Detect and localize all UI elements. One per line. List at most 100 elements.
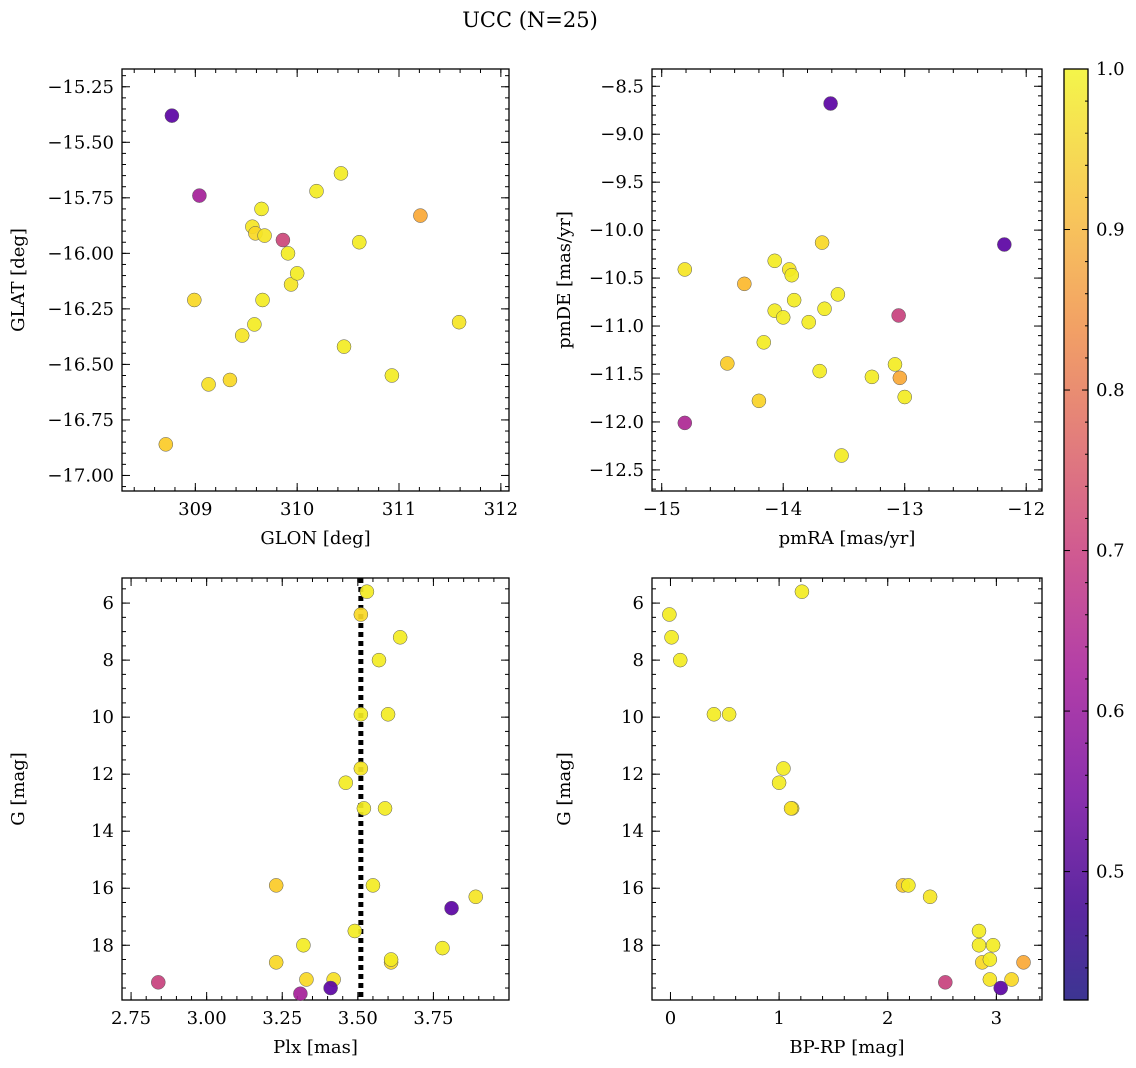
y-tick-label: 8 (103, 650, 114, 671)
y-tick-label: −12.0 (589, 412, 644, 433)
data-point (897, 389, 912, 405)
data-point (451, 314, 467, 330)
x-axis-label: BP-RP [mag] (789, 1037, 904, 1058)
data-point (336, 339, 352, 354)
y-tick-label: 8 (633, 650, 644, 671)
y-tick-label: −16.00 (47, 243, 114, 264)
figure-title: UCC (N=25) (462, 8, 598, 32)
data-point (1016, 955, 1031, 970)
data-point (786, 292, 802, 308)
data-point (255, 292, 270, 308)
data-point (268, 878, 284, 893)
data-point (771, 775, 787, 790)
y-tick-label: 16 (621, 878, 644, 899)
data-point (834, 448, 849, 463)
data-point (468, 889, 483, 905)
x-tick-label: 3 (991, 1008, 1002, 1029)
x-tick-label: 2.75 (111, 1008, 151, 1029)
x-tick-label: 312 (484, 499, 518, 520)
y-axis-label: G [mag] (554, 752, 575, 825)
data-point (151, 975, 166, 990)
y-tick-label: −9.5 (600, 172, 644, 193)
data-point (993, 980, 1008, 996)
y-tick-label: 16 (91, 878, 114, 899)
data-point (971, 938, 987, 953)
data-point (776, 761, 791, 776)
plot-frame (651, 577, 1043, 1001)
plot-frame (121, 577, 510, 1001)
data-point (201, 377, 216, 392)
data-point (892, 370, 908, 386)
y-tick-label: −10.0 (589, 220, 644, 241)
x-tick-label: 3.50 (338, 1008, 378, 1029)
data-point (812, 363, 827, 379)
colorbar-tick-label: 0.7 (1096, 541, 1125, 562)
data-point (971, 923, 987, 939)
y-tick-label: −12.5 (589, 460, 644, 481)
x-tick-label: 3.00 (187, 1008, 227, 1029)
data-point (922, 889, 938, 905)
data-point (333, 166, 349, 181)
data-point (677, 415, 693, 431)
data-point (997, 237, 1012, 252)
plot-frame (651, 68, 1043, 492)
plot-frame (121, 68, 510, 492)
y-tick-label: −16.25 (47, 299, 114, 320)
data-point (1004, 972, 1019, 987)
data-point (283, 277, 299, 292)
x-tick-label: −13 (886, 499, 924, 520)
data-point (662, 607, 677, 622)
x-axis-label: Plx [mas] (273, 1037, 358, 1058)
data-point (383, 952, 399, 967)
data-point (677, 262, 693, 277)
data-point (830, 287, 846, 302)
data-point (938, 975, 953, 990)
y-tick-label: −11.0 (589, 316, 644, 337)
scatter-panel-1: 309 310 311 312 −17.00 −16.75 −16.50 −16.25 −16.… (8, 68, 518, 549)
data-point (347, 923, 363, 939)
y-tick-label: 6 (633, 593, 644, 614)
data-point (982, 972, 998, 987)
data-point (377, 801, 393, 816)
y-tick-label: 12 (621, 764, 644, 785)
data-point (296, 938, 311, 953)
y-tick-label: 18 (91, 935, 114, 956)
colorbar-gradient (1063, 68, 1089, 1001)
colorbar-tick-label: 0.9 (1096, 220, 1125, 241)
data-point (901, 878, 916, 893)
y-tick-label: −9.0 (600, 124, 644, 145)
x-tick-label: 310 (280, 499, 314, 520)
data-point (392, 630, 408, 645)
panels: 309 310 311 312−17.00−16.75−16.50−16.25−16.… (8, 68, 1045, 1058)
data-point (887, 357, 903, 372)
data-point (293, 986, 308, 1001)
data-point (380, 707, 396, 722)
y-tick-label: −16.75 (47, 410, 114, 431)
data-point (756, 335, 772, 350)
data-point (352, 234, 367, 250)
data-point (222, 372, 238, 388)
data-point (706, 707, 722, 722)
data-point (289, 266, 305, 281)
colorbar: 0.5 0.6 0.7 0.8 0.9 1.0 (1063, 59, 1125, 1001)
data-point (751, 393, 767, 409)
y-tick-label: 14 (91, 821, 114, 842)
data-point (985, 938, 1001, 953)
data-point (664, 630, 679, 645)
y-tick-label: −11.5 (589, 364, 644, 385)
data-point (309, 183, 324, 199)
data-point (794, 584, 810, 599)
y-tick-label: −15.50 (47, 132, 114, 153)
x-tick-label: 1 (773, 1008, 784, 1029)
data-point (356, 801, 372, 816)
y-tick-label: 14 (621, 821, 644, 842)
data-point (192, 188, 207, 203)
data-point (767, 253, 782, 269)
data-point (353, 607, 369, 622)
y-tick-label: −16.50 (47, 354, 114, 375)
y-tick-label: 10 (91, 707, 114, 728)
data-point (187, 292, 202, 308)
data-point (234, 328, 250, 343)
